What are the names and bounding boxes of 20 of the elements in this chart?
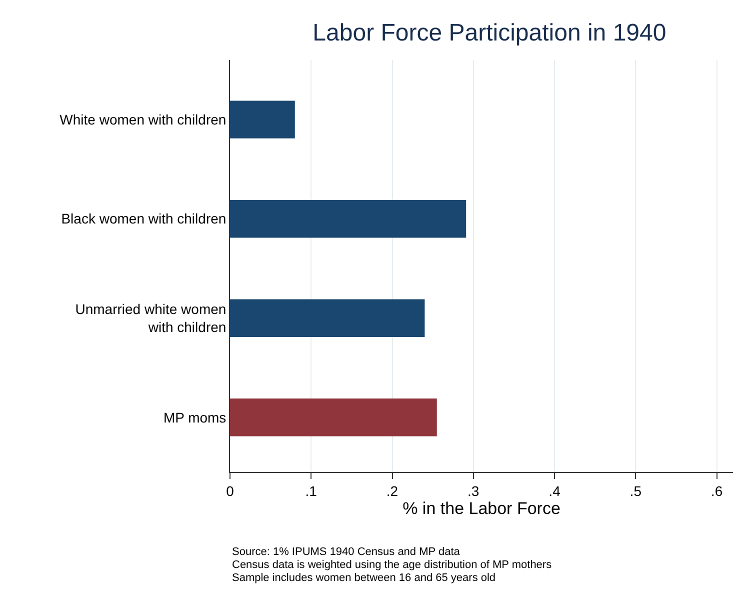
text: Sample includes women between 16 and 65 years old: [232, 572, 496, 584]
x-tick-label: .6: [710, 482, 723, 499]
y-tick-label: White women with children: [60, 111, 226, 128]
bar: [230, 398, 437, 436]
y-tick-label: MP moms: [163, 409, 226, 426]
y-tick-label: Unmarried white women with children: [75, 300, 226, 336]
x-tick-label: .4: [548, 482, 561, 499]
y-tick-label: Black women with children: [61, 210, 226, 227]
bar: [230, 299, 425, 337]
x-tick-label: .2: [386, 482, 398, 499]
x-tick-label: .1: [305, 482, 318, 499]
x-tick-label: 0: [226, 482, 234, 499]
chart-title: Labor Force Participation in 1940: [312, 19, 666, 46]
text: Census data is weighted using the age distribution of MP mothers: [232, 559, 552, 571]
bar: [230, 100, 295, 138]
source-note: Source: 1% IPUMS 1940 Census and MP data: [232, 546, 461, 558]
x-tick-label: .5: [630, 482, 642, 499]
x-tick-label: .3: [468, 482, 480, 499]
x-axis-title: % in the Labor Force: [402, 499, 560, 518]
bar: [230, 200, 466, 238]
